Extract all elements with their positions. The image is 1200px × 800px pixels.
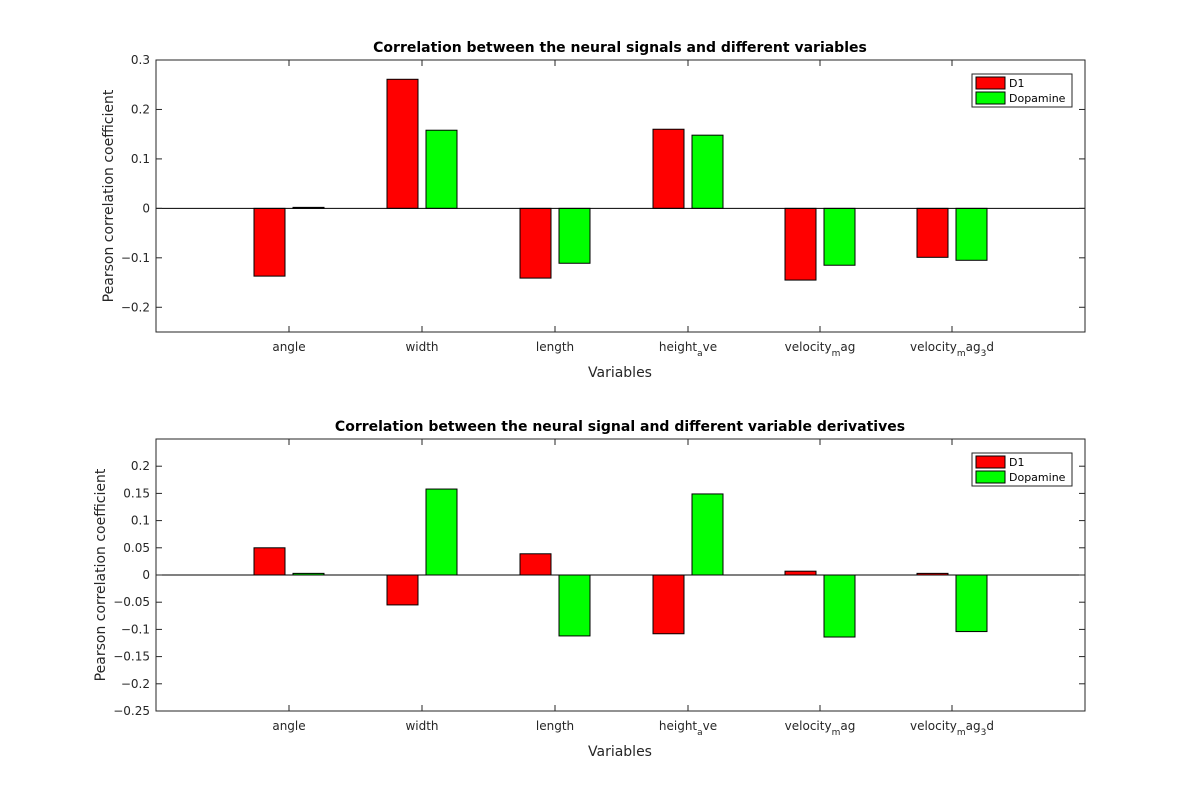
top-chart-category-label: angle xyxy=(272,340,305,354)
bottom-chart-category-label: width xyxy=(405,719,438,733)
top-chart-legend-label-dopamine: Dopamine xyxy=(1009,92,1066,105)
bottom-chart-ytick-label: 0.15 xyxy=(123,486,150,500)
top-chart-bar-d1-4 xyxy=(784,207,817,281)
bottom-chart-ytick-label: −0.1 xyxy=(121,622,150,636)
top-chart-bar-dopamine-5 xyxy=(955,207,988,261)
bottom-chart-category-label: length xyxy=(536,719,574,733)
top-chart-ytick-label: 0.1 xyxy=(131,152,150,166)
bottom-chart-legend-swatch-dopamine xyxy=(975,470,1006,484)
bottom-chart-bar-dopamine-3 xyxy=(691,493,724,576)
top-chart-bar-dopamine-4 xyxy=(823,207,856,266)
bottom-chart-legend-label-d1: D1 xyxy=(1009,456,1024,469)
bottom-chart-bar-d1-2 xyxy=(519,553,552,576)
top-chart-category-label: velocitymag3d xyxy=(910,340,994,359)
top-chart-ytick-label: 0 xyxy=(142,201,150,215)
bottom-chart: Correlation between the neural signal an… xyxy=(93,419,1086,760)
top-chart-bar-dopamine-2 xyxy=(558,207,591,264)
bottom-chart-bar-dopamine-5 xyxy=(955,574,988,633)
top-chart-bar-d1-2 xyxy=(519,207,552,279)
top-chart-category-label: heightave xyxy=(659,340,717,359)
top-chart-ytick-label: 0.3 xyxy=(131,53,150,67)
top-chart-bar-d1-1 xyxy=(386,78,419,209)
top-chart-bar-dopamine-3 xyxy=(691,134,724,209)
bottom-chart-xlabel: Variables xyxy=(588,744,652,760)
bottom-chart-legend-label-dopamine: Dopamine xyxy=(1009,471,1066,484)
bottom-chart-category-label: angle xyxy=(272,719,305,733)
top-chart-bar-d1-0 xyxy=(253,207,286,277)
top-chart-title: Correlation between the neural signals a… xyxy=(373,40,867,56)
bottom-chart-ytick-label: −0.05 xyxy=(113,595,150,609)
bottom-chart-ytick-label: −0.25 xyxy=(113,704,150,718)
bottom-chart-category-label: velocitymag3d xyxy=(910,719,994,738)
top-chart-ylabel: Pearson correlation coefficient xyxy=(101,89,117,302)
bottom-chart-category-label: heightave xyxy=(659,719,717,738)
bottom-chart-bar-d1-1 xyxy=(386,574,419,606)
bottom-chart-ylabel: Pearson correlation coefficient xyxy=(93,468,109,681)
bottom-chart-legend-swatch-d1 xyxy=(975,455,1006,469)
top-chart-legend-label-d1: D1 xyxy=(1009,77,1024,90)
bottom-chart-bar-d1-3 xyxy=(652,574,685,635)
bottom-chart-ytick-label: 0.05 xyxy=(123,541,150,555)
top-chart-legend-swatch-dopamine xyxy=(975,91,1006,105)
top-chart: Correlation between the neural signals a… xyxy=(101,40,1086,381)
bottom-chart-ytick-label: 0.1 xyxy=(131,514,150,528)
bottom-chart-ytick-label: −0.15 xyxy=(113,650,150,664)
bottom-chart-title: Correlation between the neural signal an… xyxy=(335,419,905,435)
top-chart-category-label: width xyxy=(405,340,438,354)
bottom-chart-bar-dopamine-4 xyxy=(823,574,856,638)
top-chart-xlabel: Variables xyxy=(588,365,652,381)
top-chart-bar-d1-5 xyxy=(916,207,949,258)
top-chart-axes-box xyxy=(155,59,1086,333)
bottom-chart-ytick-label: −0.2 xyxy=(121,677,150,691)
bottom-chart-bar-d1-0 xyxy=(253,547,286,576)
bottom-chart-bar-dopamine-1 xyxy=(425,488,458,576)
bottom-chart-bar-d1-4 xyxy=(784,570,817,576)
top-chart-legend-swatch-d1 xyxy=(975,76,1006,90)
top-chart-ytick-label: 0.2 xyxy=(131,102,150,116)
top-chart-category-label: velocitymag xyxy=(785,340,856,359)
top-chart-ytick-label: −0.2 xyxy=(121,300,150,314)
bottom-chart-category-label: velocitymag xyxy=(785,719,856,738)
top-chart-bar-dopamine-1 xyxy=(425,129,458,209)
top-chart-bar-d1-3 xyxy=(652,128,685,209)
bottom-chart-ytick-label: 0 xyxy=(142,568,150,582)
top-chart-ytick-label: −0.1 xyxy=(121,251,150,265)
bottom-chart-bar-dopamine-2 xyxy=(558,574,591,637)
bottom-chart-ytick-label: 0.2 xyxy=(131,459,150,473)
top-chart-category-label: length xyxy=(536,340,574,354)
